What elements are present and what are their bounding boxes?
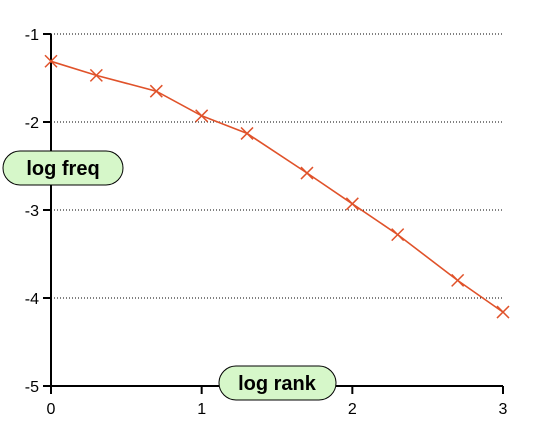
x-axis-label-text: log rank <box>238 373 317 395</box>
y-axis-label: log freq <box>2 150 124 186</box>
x-tick-label: 0 <box>47 401 56 418</box>
y-tick-label: -1 <box>25 27 39 44</box>
data-point <box>89 68 103 82</box>
data-point <box>240 126 254 140</box>
x-tick-label: 3 <box>499 401 508 418</box>
grid-lines <box>51 33 503 299</box>
data-point <box>451 273 465 287</box>
data-point <box>44 54 58 68</box>
series-line <box>50 60 504 313</box>
y-tick-label: -4 <box>25 291 39 308</box>
data-point <box>391 228 405 242</box>
data-point <box>300 166 314 180</box>
y-tick-label: -2 <box>25 115 39 132</box>
data-point <box>195 109 209 123</box>
y-tick-label: -3 <box>25 203 39 220</box>
data-point <box>149 84 163 98</box>
x-tick-label: 1 <box>197 401 206 418</box>
y-axis-label-text: log freq <box>26 158 99 180</box>
y-tick-label: -5 <box>25 379 39 396</box>
ticks <box>43 33 504 394</box>
data-point <box>345 197 359 211</box>
series <box>44 54 510 319</box>
x-axis-label: log rank <box>218 365 337 401</box>
data-point <box>496 305 510 319</box>
tick-labels: -1 -2 -3 -4 -5 0 1 2 3 <box>25 27 508 418</box>
x-tick-label: 2 <box>348 401 357 418</box>
